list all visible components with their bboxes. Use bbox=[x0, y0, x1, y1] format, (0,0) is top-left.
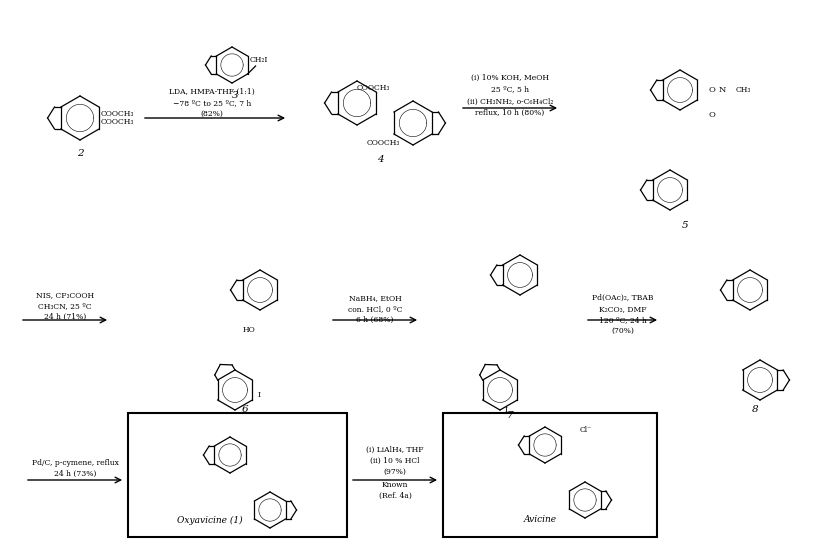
Text: N: N bbox=[719, 86, 726, 94]
Text: (97%): (97%) bbox=[383, 468, 406, 476]
Text: Pd/C, p-cymene, reflux: Pd/C, p-cymene, reflux bbox=[32, 459, 118, 467]
Text: (70%): (70%) bbox=[612, 327, 635, 335]
Text: 24 h (71%): 24 h (71%) bbox=[44, 313, 86, 321]
Text: CH₃CN, 25 ºC: CH₃CN, 25 ºC bbox=[38, 302, 92, 310]
Text: NaBH₄, EtOH: NaBH₄, EtOH bbox=[349, 294, 401, 302]
Text: 4: 4 bbox=[377, 155, 383, 164]
Text: CH₃: CH₃ bbox=[735, 86, 751, 94]
Text: −78 ºC to 25 ºC, 7 h: −78 ºC to 25 ºC, 7 h bbox=[173, 99, 251, 107]
Text: NIS, CF₃COOH: NIS, CF₃COOH bbox=[36, 291, 94, 299]
Text: 7: 7 bbox=[507, 411, 513, 420]
Text: 6: 6 bbox=[242, 406, 248, 415]
Text: 2: 2 bbox=[77, 149, 83, 159]
Text: 120 ºC, 24 h: 120 ºC, 24 h bbox=[599, 316, 647, 324]
Text: 8: 8 bbox=[752, 406, 758, 415]
Text: 25 ºC, 5 h: 25 ºC, 5 h bbox=[491, 85, 529, 93]
Text: (82%): (82%) bbox=[200, 110, 223, 118]
Text: O: O bbox=[709, 111, 716, 119]
Text: Cl⁻: Cl⁻ bbox=[580, 426, 592, 434]
Text: COOCH₃: COOCH₃ bbox=[356, 84, 390, 92]
Text: I: I bbox=[505, 406, 508, 414]
Text: I: I bbox=[257, 391, 261, 399]
Text: Pd(OAc)₂, TBAB: Pd(OAc)₂, TBAB bbox=[592, 294, 654, 302]
Text: LDA, HMPA-THF (1:1): LDA, HMPA-THF (1:1) bbox=[169, 88, 255, 96]
Text: 5: 5 bbox=[681, 220, 688, 230]
Text: (Ref. 4a): (Ref. 4a) bbox=[378, 492, 412, 500]
Text: Oxyavicine (1): Oxyavicine (1) bbox=[177, 516, 243, 524]
Text: COOCH₃: COOCH₃ bbox=[366, 139, 400, 147]
Text: HO: HO bbox=[243, 326, 255, 334]
Text: Avicine: Avicine bbox=[524, 516, 556, 524]
FancyBboxPatch shape bbox=[443, 413, 657, 537]
Text: 24 h (73%): 24 h (73%) bbox=[54, 470, 96, 478]
Text: (ii) 10 % HCl: (ii) 10 % HCl bbox=[370, 457, 420, 465]
Text: O: O bbox=[709, 86, 716, 94]
Text: con. HCl, 0 ºC: con. HCl, 0 ºC bbox=[348, 305, 402, 313]
Text: COOCH₃: COOCH₃ bbox=[101, 118, 135, 126]
Text: K₂CO₃, DMF: K₂CO₃, DMF bbox=[599, 305, 647, 313]
Text: reflux, 10 h (80%): reflux, 10 h (80%) bbox=[475, 109, 545, 117]
FancyBboxPatch shape bbox=[128, 413, 347, 537]
Text: COOCH₃: COOCH₃ bbox=[101, 110, 135, 118]
Text: (ii) CH₃NH₂, o-C₆H₄Cl₂: (ii) CH₃NH₂, o-C₆H₄Cl₂ bbox=[467, 98, 553, 106]
Text: Known: Known bbox=[382, 481, 408, 489]
Text: (i) 10% KOH, MeOH: (i) 10% KOH, MeOH bbox=[471, 74, 549, 82]
Text: CH₂I: CH₂I bbox=[249, 56, 268, 64]
Text: (i) LiAlH₄, THF: (i) LiAlH₄, THF bbox=[366, 446, 424, 454]
Text: 3: 3 bbox=[232, 90, 239, 99]
Text: 6 h (68%): 6 h (68%) bbox=[356, 316, 394, 324]
